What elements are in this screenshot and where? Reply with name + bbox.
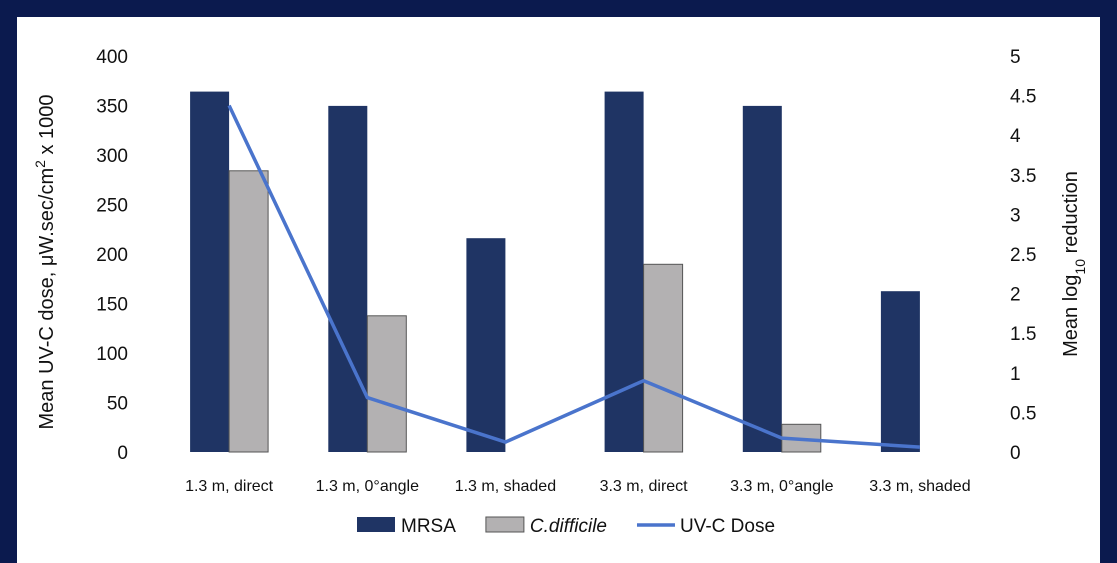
right-axis-ticks: 0 0.5 1 1.5 2 2.5 3 3.5 4 4.5 5 [1010,47,1036,464]
bar-mrsa [466,238,506,452]
legend: MRSA C.difficile UV-C Dose [357,516,775,537]
left-tick-label: 0 [117,443,128,464]
left-tick-label: 300 [96,146,128,167]
category-labels: 1.3 m, direct 1.3 m, 0°angle 1.3 m, shaded… [185,478,971,495]
right-tick-label: 1 [1010,364,1021,385]
left-axis-title: Mean UV-C dose, μW.sec/cm2 x 1000 [32,94,58,429]
right-tick-label: 0.5 [1010,403,1036,424]
right-tick-label: 1.5 [1010,324,1036,345]
chart-frame: 0 50 100 150 200 250 300 350 400 0 0.5 1 1.5 2 2.5 3 3.… [17,17,1100,563]
left-tick-label: 150 [96,295,128,316]
category-label: 3.3 m, 0°angle [730,478,833,495]
legend-label-mrsa: MRSA [401,516,456,537]
right-tick-label: 3.5 [1010,166,1036,187]
legend-label-uv-c-dose: UV-C Dose [680,516,775,537]
category-label: 3.3 m, direct [600,478,689,495]
line-layer [227,104,921,449]
category-label: 3.3 m, shaded [869,478,970,495]
left-tick-label: 350 [96,97,128,118]
bar-mrsa [328,105,368,453]
bar-c-difficile [228,170,269,453]
legend-swatch-mrsa [357,517,395,532]
category-label: 1.3 m, direct [185,478,274,495]
bar-c-difficile [366,315,407,453]
left-axis-ticks: 0 50 100 150 200 250 300 350 400 [96,47,128,464]
category-label: 1.3 m, 0°angle [316,478,419,495]
bar-mrsa [190,91,230,452]
right-tick-label: 5 [1010,47,1021,68]
right-tick-label: 2 [1010,285,1021,306]
right-tick-label: 4 [1010,126,1021,147]
right-axis-title: Mean log10 reduction [1060,171,1088,357]
legend-swatch-c-difficile [485,516,525,533]
bar-mrsa [604,91,644,452]
chart: 0 50 100 150 200 250 300 350 400 0 0.5 1 1.5 2 2.5 3 3.… [32,47,1088,537]
left-tick-label: 250 [96,196,128,217]
right-tick-label: 3 [1010,205,1021,226]
bar-mrsa [880,291,920,452]
left-tick-label: 200 [96,245,128,266]
bar-mrsa [742,105,782,453]
category-label: 1.3 m, shaded [455,478,556,495]
legend-label-c-difficile: C.difficile [530,516,607,537]
line-uv-c-dose [227,104,921,449]
bars-layer [190,91,920,453]
left-tick-label: 50 [107,394,128,415]
left-tick-label: 400 [96,47,128,68]
right-tick-label: 0 [1010,443,1021,464]
right-tick-label: 2.5 [1010,245,1036,266]
right-tick-label: 4.5 [1010,87,1036,108]
left-tick-label: 100 [96,344,128,365]
bar-c-difficile [643,263,684,453]
